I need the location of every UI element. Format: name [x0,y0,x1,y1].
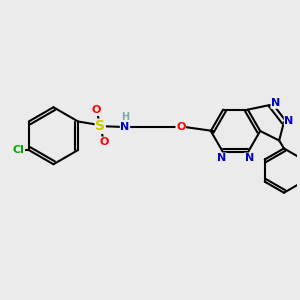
Text: N: N [271,98,280,108]
Text: N: N [217,153,226,163]
Text: N: N [245,153,254,163]
Text: O: O [176,122,185,132]
Text: N: N [284,116,294,126]
Text: H: H [121,112,129,122]
Text: N: N [120,122,130,132]
Text: O: O [92,105,101,116]
Text: Cl: Cl [13,145,25,155]
Text: O: O [99,137,109,147]
Text: S: S [95,119,105,133]
